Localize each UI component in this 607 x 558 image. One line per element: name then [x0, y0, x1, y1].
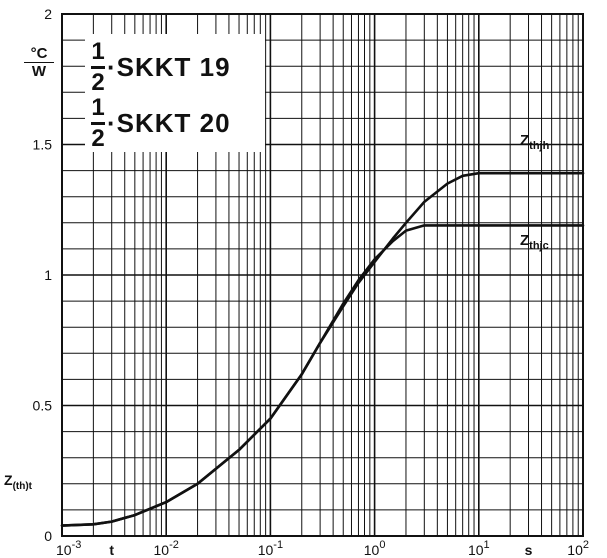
y-unit-label: °C W [24, 46, 54, 79]
title-box: 1 2 ·SKKT 19 1 2 ·SKKT 20 [85, 34, 265, 152]
series-label-zthjh: Zthjh [520, 132, 549, 152]
y-tick-label: 0.5 [33, 398, 53, 414]
x-tick-exponent: 2 [583, 539, 589, 551]
x-tick-label: 10-1 [258, 539, 283, 558]
x-tick-label: 10-3 [56, 539, 81, 558]
y-axis-symbol: Z(th)t [4, 472, 32, 492]
title-line-2: 1 2 ·SKKT 20 [91, 96, 231, 151]
y-tick-label: 2 [44, 6, 52, 22]
title-2-fraction: 1 2 [91, 96, 105, 151]
x-tick-exponent: 0 [379, 539, 385, 551]
series-label-zthjc-main: Z [520, 232, 530, 249]
title-1-fraction-den: 2 [91, 69, 105, 96]
x-tick-label: 101 [468, 539, 490, 558]
series-line-z-thjc [60, 224, 585, 527]
y-axis-symbol-sub: (th)t [12, 480, 32, 492]
title-1-text: ·SKKT 19 [107, 52, 231, 82]
series-label-zthjc-sub: thjc [529, 240, 549, 252]
x-tick-exponent: -2 [169, 539, 179, 551]
x-tick-exponent: -3 [72, 539, 82, 551]
x-tick-label: 102 [567, 539, 589, 558]
title-2-fraction-bar [91, 122, 105, 125]
series-label-zthjc: Zthjc [520, 232, 549, 252]
title-2-fraction-num: 1 [91, 94, 105, 121]
x-axis-unit-label: s [525, 542, 533, 558]
title-1-fraction-bar [91, 66, 105, 69]
x-tick-exponent: -1 [273, 539, 283, 551]
title-2-fraction-den: 2 [91, 125, 105, 152]
title-2-text: ·SKKT 20 [107, 108, 231, 138]
x-axis-unit-label: t [109, 542, 114, 558]
title-1-fraction: 1 2 [91, 40, 105, 95]
title-line-1: 1 2 ·SKKT 19 [91, 40, 231, 95]
x-tick-label: 10-2 [154, 539, 179, 558]
y-unit-denominator: W [31, 63, 47, 80]
x-tick-exponent: 1 [484, 539, 490, 551]
series-label-zthjh-sub: thjh [529, 140, 550, 152]
y-tick-label: 1 [44, 267, 52, 283]
title-1-fraction-num: 1 [91, 38, 105, 65]
y-unit-numerator: °C [24, 46, 54, 63]
series-label-zthjh-main: Z [520, 132, 530, 149]
y-tick-label: 1.5 [33, 137, 53, 153]
x-tick-label: 100 [364, 539, 386, 558]
y-tick-label: 0 [44, 528, 52, 544]
y-axis-symbol-main: Z [4, 472, 13, 488]
series-group [60, 171, 585, 527]
